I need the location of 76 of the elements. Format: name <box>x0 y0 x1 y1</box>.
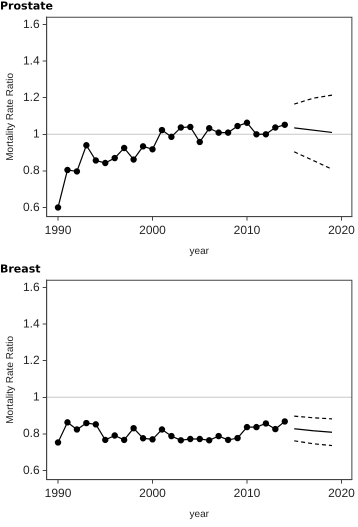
y-axis-title: Mortality Rate Ratio <box>4 72 16 161</box>
point <box>196 436 203 442</box>
chart-title: Prostate <box>0 0 53 12</box>
point <box>102 160 108 166</box>
point <box>64 166 71 174</box>
x-tick-label: 2010 <box>234 223 261 238</box>
point <box>54 204 62 211</box>
x-tick-label: 1990 <box>44 223 72 238</box>
point <box>244 120 250 126</box>
y-tick-label: 0.8 <box>22 163 40 178</box>
point <box>178 124 184 131</box>
point <box>83 420 90 426</box>
point <box>224 129 232 136</box>
y-tick-label: 1.2 <box>22 90 40 104</box>
point <box>196 138 203 146</box>
point <box>158 426 166 433</box>
y-tick-label: 1 <box>32 126 40 141</box>
y-tick-label: 1.6 <box>22 280 40 294</box>
point <box>253 131 260 138</box>
point <box>112 154 118 162</box>
point <box>140 143 146 150</box>
x-tick-label: 2000 <box>139 223 166 238</box>
point <box>206 125 212 132</box>
point <box>282 418 288 425</box>
point <box>140 435 146 442</box>
point <box>272 426 279 432</box>
y-tick-label: 1.4 <box>22 53 40 68</box>
point <box>215 432 222 440</box>
point <box>120 436 128 444</box>
x-tick-label: 2010 <box>234 486 261 500</box>
x-tick-label: 2020 <box>328 223 356 238</box>
point <box>244 424 250 430</box>
point <box>83 142 90 148</box>
x-tick-label: 2000 <box>139 486 166 500</box>
point <box>215 129 222 136</box>
point <box>120 144 128 152</box>
y-tick-label: 1.4 <box>22 316 40 330</box>
point <box>92 421 100 428</box>
y-tick-label: 0.6 <box>22 462 40 477</box>
point <box>64 419 71 426</box>
point <box>262 420 270 427</box>
point <box>158 126 166 134</box>
y-tick-label: 1.6 <box>22 16 40 31</box>
point <box>54 439 62 446</box>
point <box>130 156 137 163</box>
point <box>168 432 175 440</box>
point <box>206 437 212 444</box>
point <box>102 436 108 444</box>
point <box>149 436 156 443</box>
point <box>234 122 241 130</box>
point <box>112 432 118 439</box>
y-tick-label: 1.2 <box>22 353 40 368</box>
point <box>178 437 184 444</box>
point <box>74 168 80 175</box>
point <box>262 131 270 138</box>
point <box>149 146 156 152</box>
point <box>282 122 288 128</box>
point <box>253 424 260 430</box>
point <box>272 124 279 131</box>
y-tick-label: 0.8 <box>22 426 40 440</box>
point <box>92 157 100 164</box>
x-axis-title: year <box>190 246 210 257</box>
point <box>74 426 80 433</box>
y-tick-label: 1 <box>32 390 40 404</box>
point <box>234 434 241 442</box>
chart-title: Breast <box>0 262 40 276</box>
point <box>168 134 175 140</box>
point <box>224 436 232 444</box>
point <box>187 124 194 130</box>
y-axis-title: Mortality Rate Ratio <box>4 336 16 424</box>
y-tick-label: 0.6 <box>22 200 40 214</box>
x-tick-label: 1990 <box>44 486 72 500</box>
x-axis-title: year <box>190 508 210 520</box>
point <box>187 436 194 442</box>
x-tick-label: 2020 <box>328 486 356 500</box>
point <box>130 424 137 432</box>
